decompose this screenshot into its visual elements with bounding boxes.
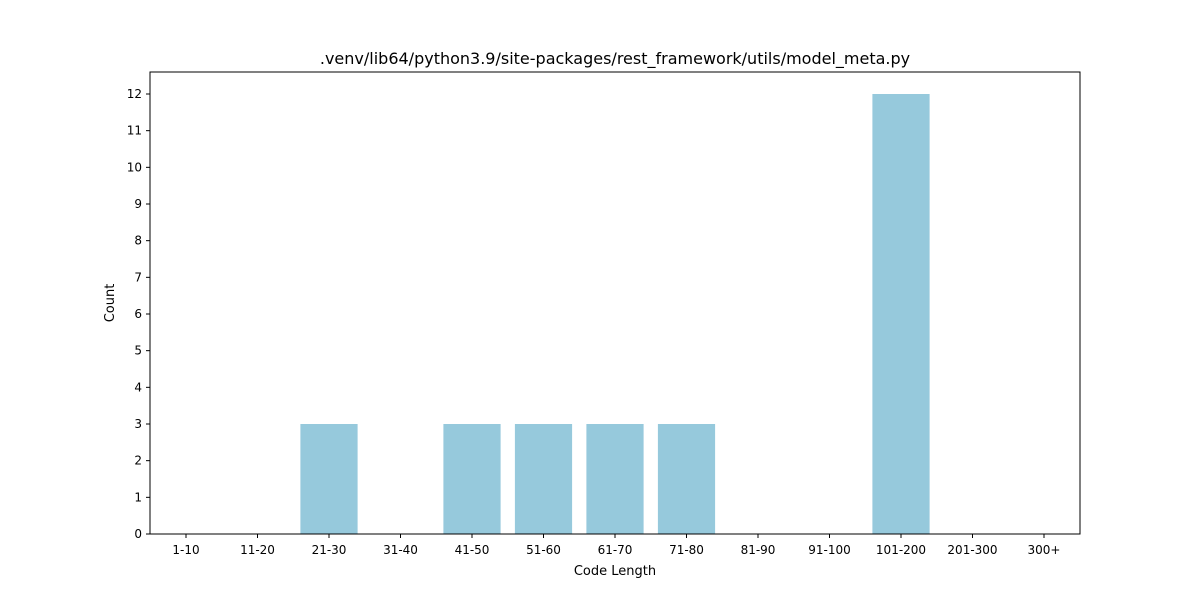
- y-tick-label: 7: [134, 270, 142, 284]
- plot-frame: [149, 71, 1081, 535]
- y-tick-label: 8: [134, 234, 142, 248]
- x-tick-label: 21-30: [312, 543, 347, 557]
- x-tick-label: 71-80: [669, 543, 704, 557]
- bar-41-50: [443, 424, 501, 534]
- x-tick-label: 61-70: [598, 543, 633, 557]
- x-tick-label: 11-20: [240, 543, 275, 557]
- y-tick-label: 0: [134, 527, 142, 541]
- x-tick-label: 31-40: [383, 543, 418, 557]
- x-tick-label: 41-50: [455, 543, 490, 557]
- x-tick-label: 101-200: [876, 543, 926, 557]
- y-tick-label: 2: [134, 454, 142, 468]
- chart-title: .venv/lib64/python3.9/site-packages/rest…: [320, 49, 910, 69]
- y-tick-label: 3: [134, 417, 142, 431]
- x-axis-ticks: 1-10 11-20 21-30 31-40 41-50 51-60 61-70 71-80 8…: [172, 534, 1060, 557]
- x-tick-label: 201-300: [947, 543, 997, 557]
- x-axis-label: Code Length: [574, 564, 656, 579]
- bar-21-30: [300, 424, 358, 534]
- bar-61-70: [586, 424, 644, 534]
- y-tick-label: 4: [134, 380, 142, 394]
- y-tick-label: 1: [134, 490, 142, 504]
- y-tick-label: 6: [134, 307, 142, 321]
- x-tick-label: 81-90: [741, 543, 776, 557]
- x-tick-label: 1-10: [172, 543, 199, 557]
- y-tick-label: 5: [134, 344, 142, 358]
- y-tick-label: 11: [127, 124, 142, 138]
- y-tick-label: 12: [127, 87, 142, 101]
- bar-101-200: [872, 94, 930, 534]
- x-tick-label: 51-60: [526, 543, 561, 557]
- y-tick-label: 10: [127, 160, 142, 174]
- bar-71-80: [657, 424, 716, 534]
- y-tick-label: 9: [134, 197, 142, 211]
- bar-51-60: [514, 424, 573, 534]
- bars-group: [300, 94, 930, 534]
- x-tick-label: 300+: [1028, 543, 1061, 557]
- x-tick-label: 91-100: [808, 543, 851, 557]
- y-axis-label: Count: [103, 284, 118, 323]
